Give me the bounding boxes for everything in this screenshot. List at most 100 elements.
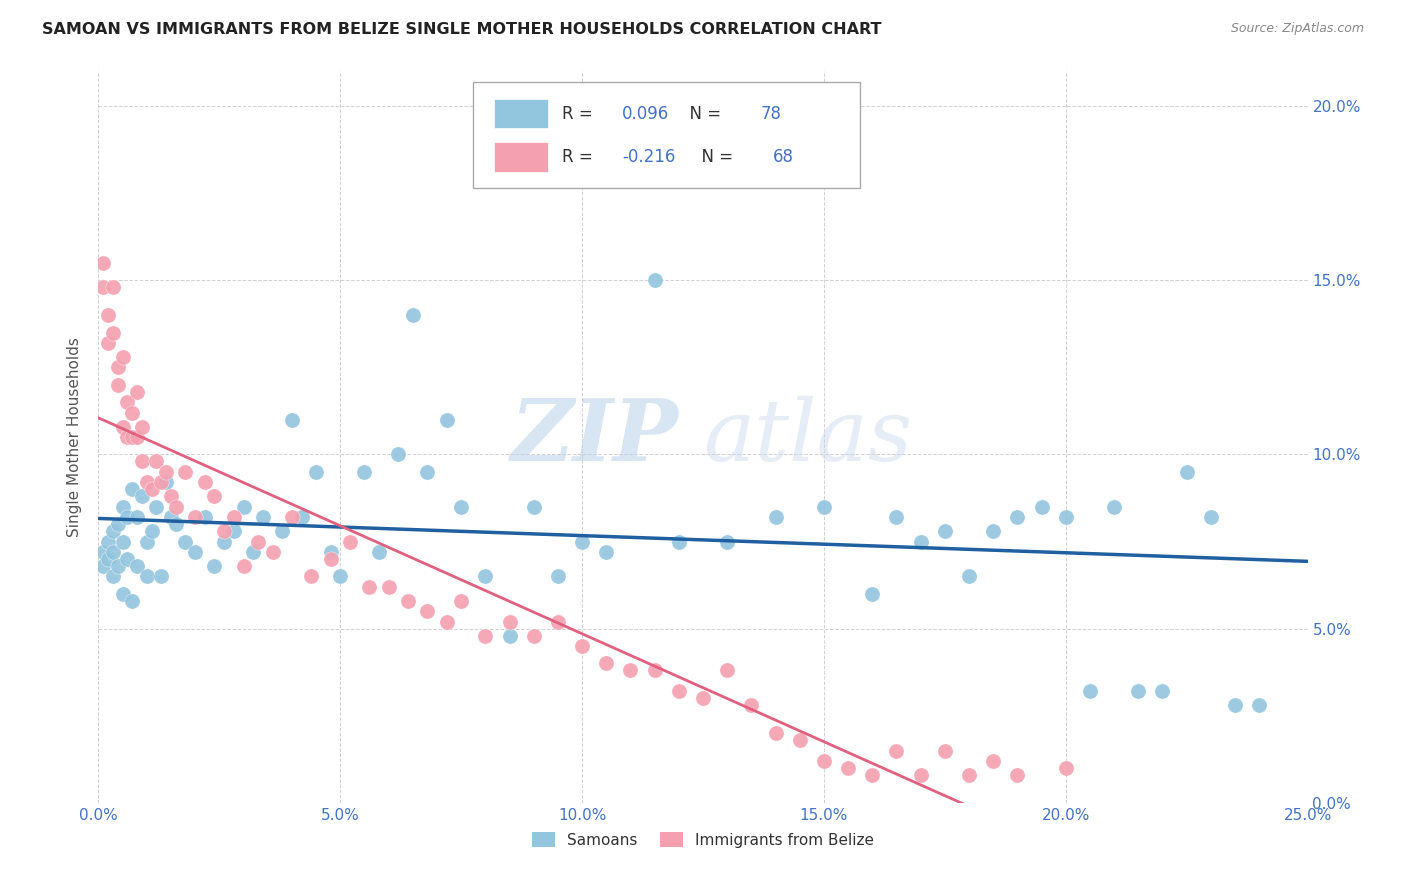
Point: [107, 558, 129, 573]
Point: [595, 657, 617, 671]
Point: [91, 558, 114, 573]
Point: [101, 280, 124, 294]
Point: [101, 326, 124, 340]
Point: [1102, 500, 1125, 514]
Point: [111, 500, 134, 514]
Point: [271, 524, 294, 538]
Point: [184, 545, 207, 559]
Point: [789, 733, 811, 747]
Point: [165, 500, 187, 514]
Point: [117, 430, 139, 444]
Point: [765, 726, 787, 740]
Point: [1007, 510, 1029, 524]
Text: N =: N =: [679, 104, 725, 122]
Point: [101, 569, 124, 583]
Point: [1054, 761, 1077, 775]
Point: [107, 360, 129, 375]
Point: [644, 664, 666, 678]
Point: [111, 350, 134, 364]
Point: [981, 754, 1004, 768]
Text: atlas: atlas: [703, 396, 912, 478]
Point: [121, 594, 143, 608]
Point: [174, 465, 197, 479]
Point: [619, 664, 641, 678]
Point: [644, 273, 666, 287]
Point: [436, 412, 458, 426]
Point: [353, 465, 375, 479]
Point: [716, 664, 738, 678]
Text: R =: R =: [561, 104, 598, 122]
Point: [150, 475, 173, 490]
Point: [127, 510, 149, 524]
Point: [547, 569, 569, 583]
Point: [131, 419, 153, 434]
Point: [150, 569, 173, 583]
Point: [184, 510, 207, 524]
Point: [155, 465, 177, 479]
Point: [252, 510, 274, 524]
Point: [222, 524, 245, 538]
Point: [204, 558, 226, 573]
Point: [934, 743, 956, 757]
Point: [117, 510, 139, 524]
Point: [160, 489, 183, 503]
Point: [141, 524, 163, 538]
Point: [121, 430, 143, 444]
Point: [194, 510, 217, 524]
Point: [368, 545, 391, 559]
Point: [813, 500, 835, 514]
Point: [498, 629, 520, 643]
Point: [436, 615, 458, 629]
Text: SAMOAN VS IMMIGRANTS FROM BELIZE SINGLE MOTHER HOUSEHOLDS CORRELATION CHART: SAMOAN VS IMMIGRANTS FROM BELIZE SINGLE …: [42, 22, 882, 37]
Point: [860, 587, 883, 601]
Point: [319, 552, 342, 566]
FancyBboxPatch shape: [494, 99, 548, 128]
Point: [1199, 510, 1222, 524]
Point: [523, 500, 546, 514]
Point: [1175, 465, 1198, 479]
Point: [910, 534, 932, 549]
Point: [765, 510, 787, 524]
Point: [1249, 698, 1271, 713]
Point: [450, 500, 472, 514]
Point: [547, 615, 569, 629]
Point: [117, 552, 139, 566]
Point: [91, 256, 114, 270]
Point: [1223, 698, 1246, 713]
Point: [474, 569, 496, 583]
Point: [155, 475, 177, 490]
Text: 0.096: 0.096: [621, 104, 669, 122]
Point: [1007, 768, 1029, 782]
Point: [127, 558, 149, 573]
Point: [813, 754, 835, 768]
Point: [886, 510, 908, 524]
Point: [145, 500, 167, 514]
Point: [716, 534, 738, 549]
Point: [523, 629, 546, 643]
Point: [135, 475, 157, 490]
Point: [981, 524, 1004, 538]
Point: [886, 743, 908, 757]
Point: [416, 465, 439, 479]
Point: [222, 510, 245, 524]
Point: [934, 524, 956, 538]
Point: [305, 465, 328, 479]
Point: [957, 768, 980, 782]
Legend: Samoans, Immigrants from Belize: Samoans, Immigrants from Belize: [526, 825, 880, 854]
Point: [160, 510, 183, 524]
Point: [474, 629, 496, 643]
Point: [121, 483, 143, 497]
Point: [101, 524, 124, 538]
Point: [416, 604, 439, 618]
Point: [396, 594, 419, 608]
Point: [97, 552, 120, 566]
Point: [498, 615, 520, 629]
Point: [359, 580, 381, 594]
Point: [242, 545, 264, 559]
Point: [165, 517, 187, 532]
Point: [290, 510, 312, 524]
Point: [837, 761, 859, 775]
Point: [1078, 684, 1101, 698]
Point: [107, 377, 129, 392]
Point: [860, 768, 883, 782]
